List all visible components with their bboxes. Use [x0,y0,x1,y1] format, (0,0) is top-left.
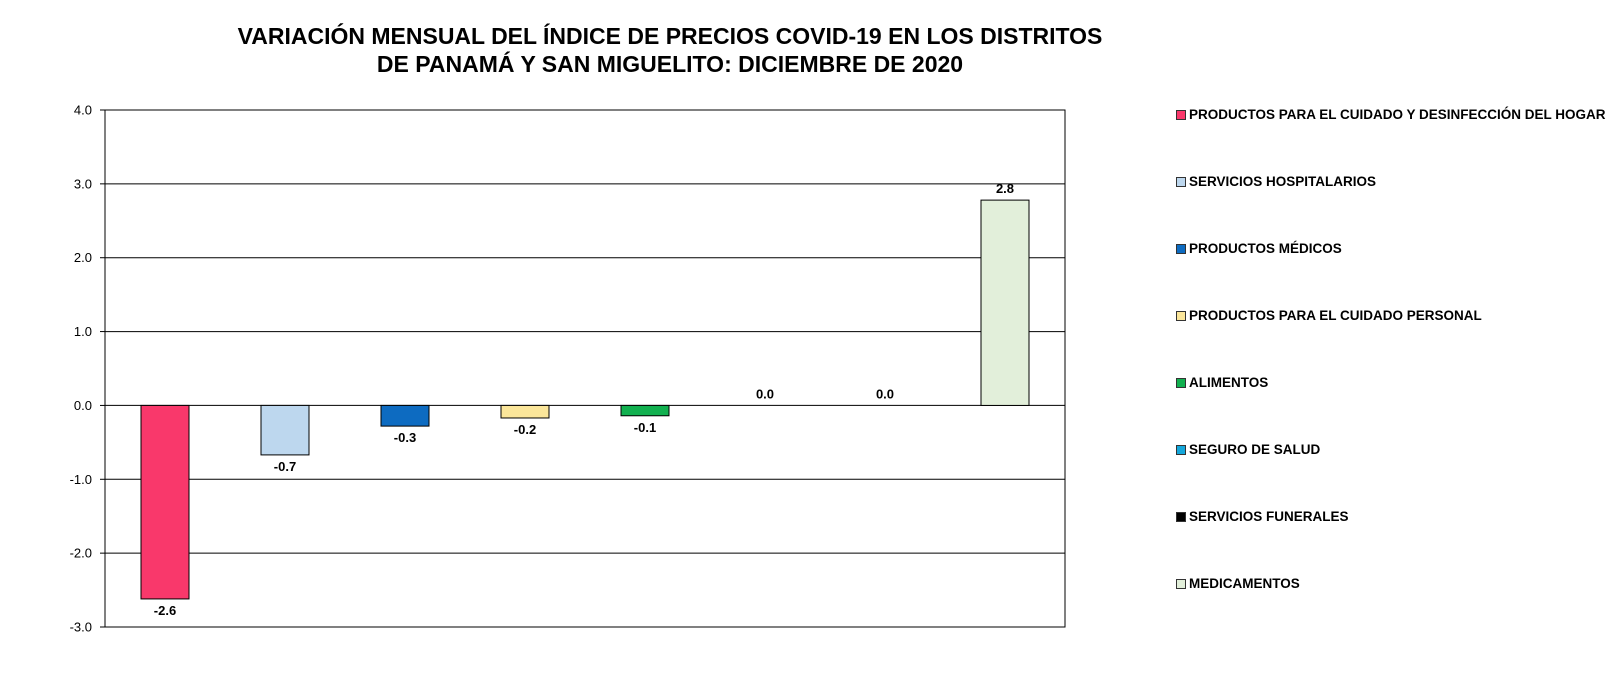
legend-label: SEGURO DE SALUD [1189,442,1321,457]
data-label: -0.1 [634,420,656,435]
legend-swatch [1176,579,1186,589]
data-label: -0.2 [514,422,536,437]
bar [140,404,190,600]
bar [500,404,550,419]
legend-swatch [1176,512,1186,522]
chart-title-line-1: VARIACIÓN MENSUAL DEL ÍNDICE DE PRECIOS … [237,23,1103,49]
legend-item: PRODUCTOS PARA EL CUIDADO Y DESINFECCIÓN… [1176,106,1606,123]
legend-swatch [1176,445,1186,455]
data-labels: -2.6 -0.7 -0.3 -0.2 -0.1 0.0 0.0 2.8 [154,181,1014,618]
legend-label: ALIMENTOS [1189,375,1269,390]
y-tick-label: 2.0 [74,250,92,265]
bar [980,199,1030,406]
data-label: -2.6 [154,603,176,618]
legend-item: SEGURO DE SALUD [1176,441,1606,458]
legend-label: SERVICIOS HOSPITALARIOS [1189,174,1377,189]
legend-label: SERVICIOS FUNERALES [1189,509,1349,524]
legend-swatch [1176,244,1186,254]
legend-swatch [1176,378,1186,388]
legend-item: ALIMENTOS [1176,374,1606,391]
bars [140,199,1030,600]
chart-title-line-2: DE PANAMÁ Y SAN MIGUELITO: DICIEMBRE DE … [376,51,964,77]
data-label: 0.0 [876,386,894,401]
y-tick-label: 3.0 [74,176,92,191]
legend-item: MEDICAMENTOS [1176,575,1606,592]
y-tick-label: -3.0 [70,620,92,635]
gridlines [105,183,1065,554]
plot-area [104,109,1066,628]
legend-swatch [1176,311,1186,321]
legend-swatch [1176,110,1186,120]
bar [620,404,670,417]
data-label: 0.0 [756,386,774,401]
bar-chart: 4.0 3.0 2.0 1.0 0.0 -1.0 -2.0 -3.0 -2.6 -0.7 -0.3… [70,103,1066,635]
legend-swatch [1176,177,1186,187]
y-axis-ticks: 4.0 3.0 2.0 1.0 0.0 -1.0 -2.0 -3.0 [70,103,105,635]
legend-label: PRODUCTOS PARA EL CUIDADO Y DESINFECCIÓN… [1189,107,1606,122]
legend-item: SERVICIOS HOSPITALARIOS [1176,173,1606,190]
legend-label: PRODUCTOS PARA EL CUIDADO PERSONAL [1189,308,1482,323]
y-tick-label: 4.0 [74,103,92,118]
y-tick-label: 1.0 [74,324,92,339]
bar [260,404,310,456]
y-tick-label: -2.0 [70,546,92,561]
data-label: -0.7 [274,459,296,474]
legend-item: PRODUCTOS MÉDICOS [1176,240,1606,257]
data-label: 2.8 [996,181,1014,196]
y-tick-label: -1.0 [70,472,92,487]
data-label: -0.3 [394,430,416,445]
bar [380,404,430,427]
legend-label: PRODUCTOS MÉDICOS [1189,241,1342,256]
legend-item: SERVICIOS FUNERALES [1176,508,1606,525]
legend-item: PRODUCTOS PARA EL CUIDADO PERSONAL [1176,307,1606,324]
y-tick-label: 0.0 [74,398,92,413]
chart-title: VARIACIÓN MENSUAL DEL ÍNDICE DE PRECIOS … [0,22,1340,78]
legend-label: MEDICAMENTOS [1189,576,1300,591]
